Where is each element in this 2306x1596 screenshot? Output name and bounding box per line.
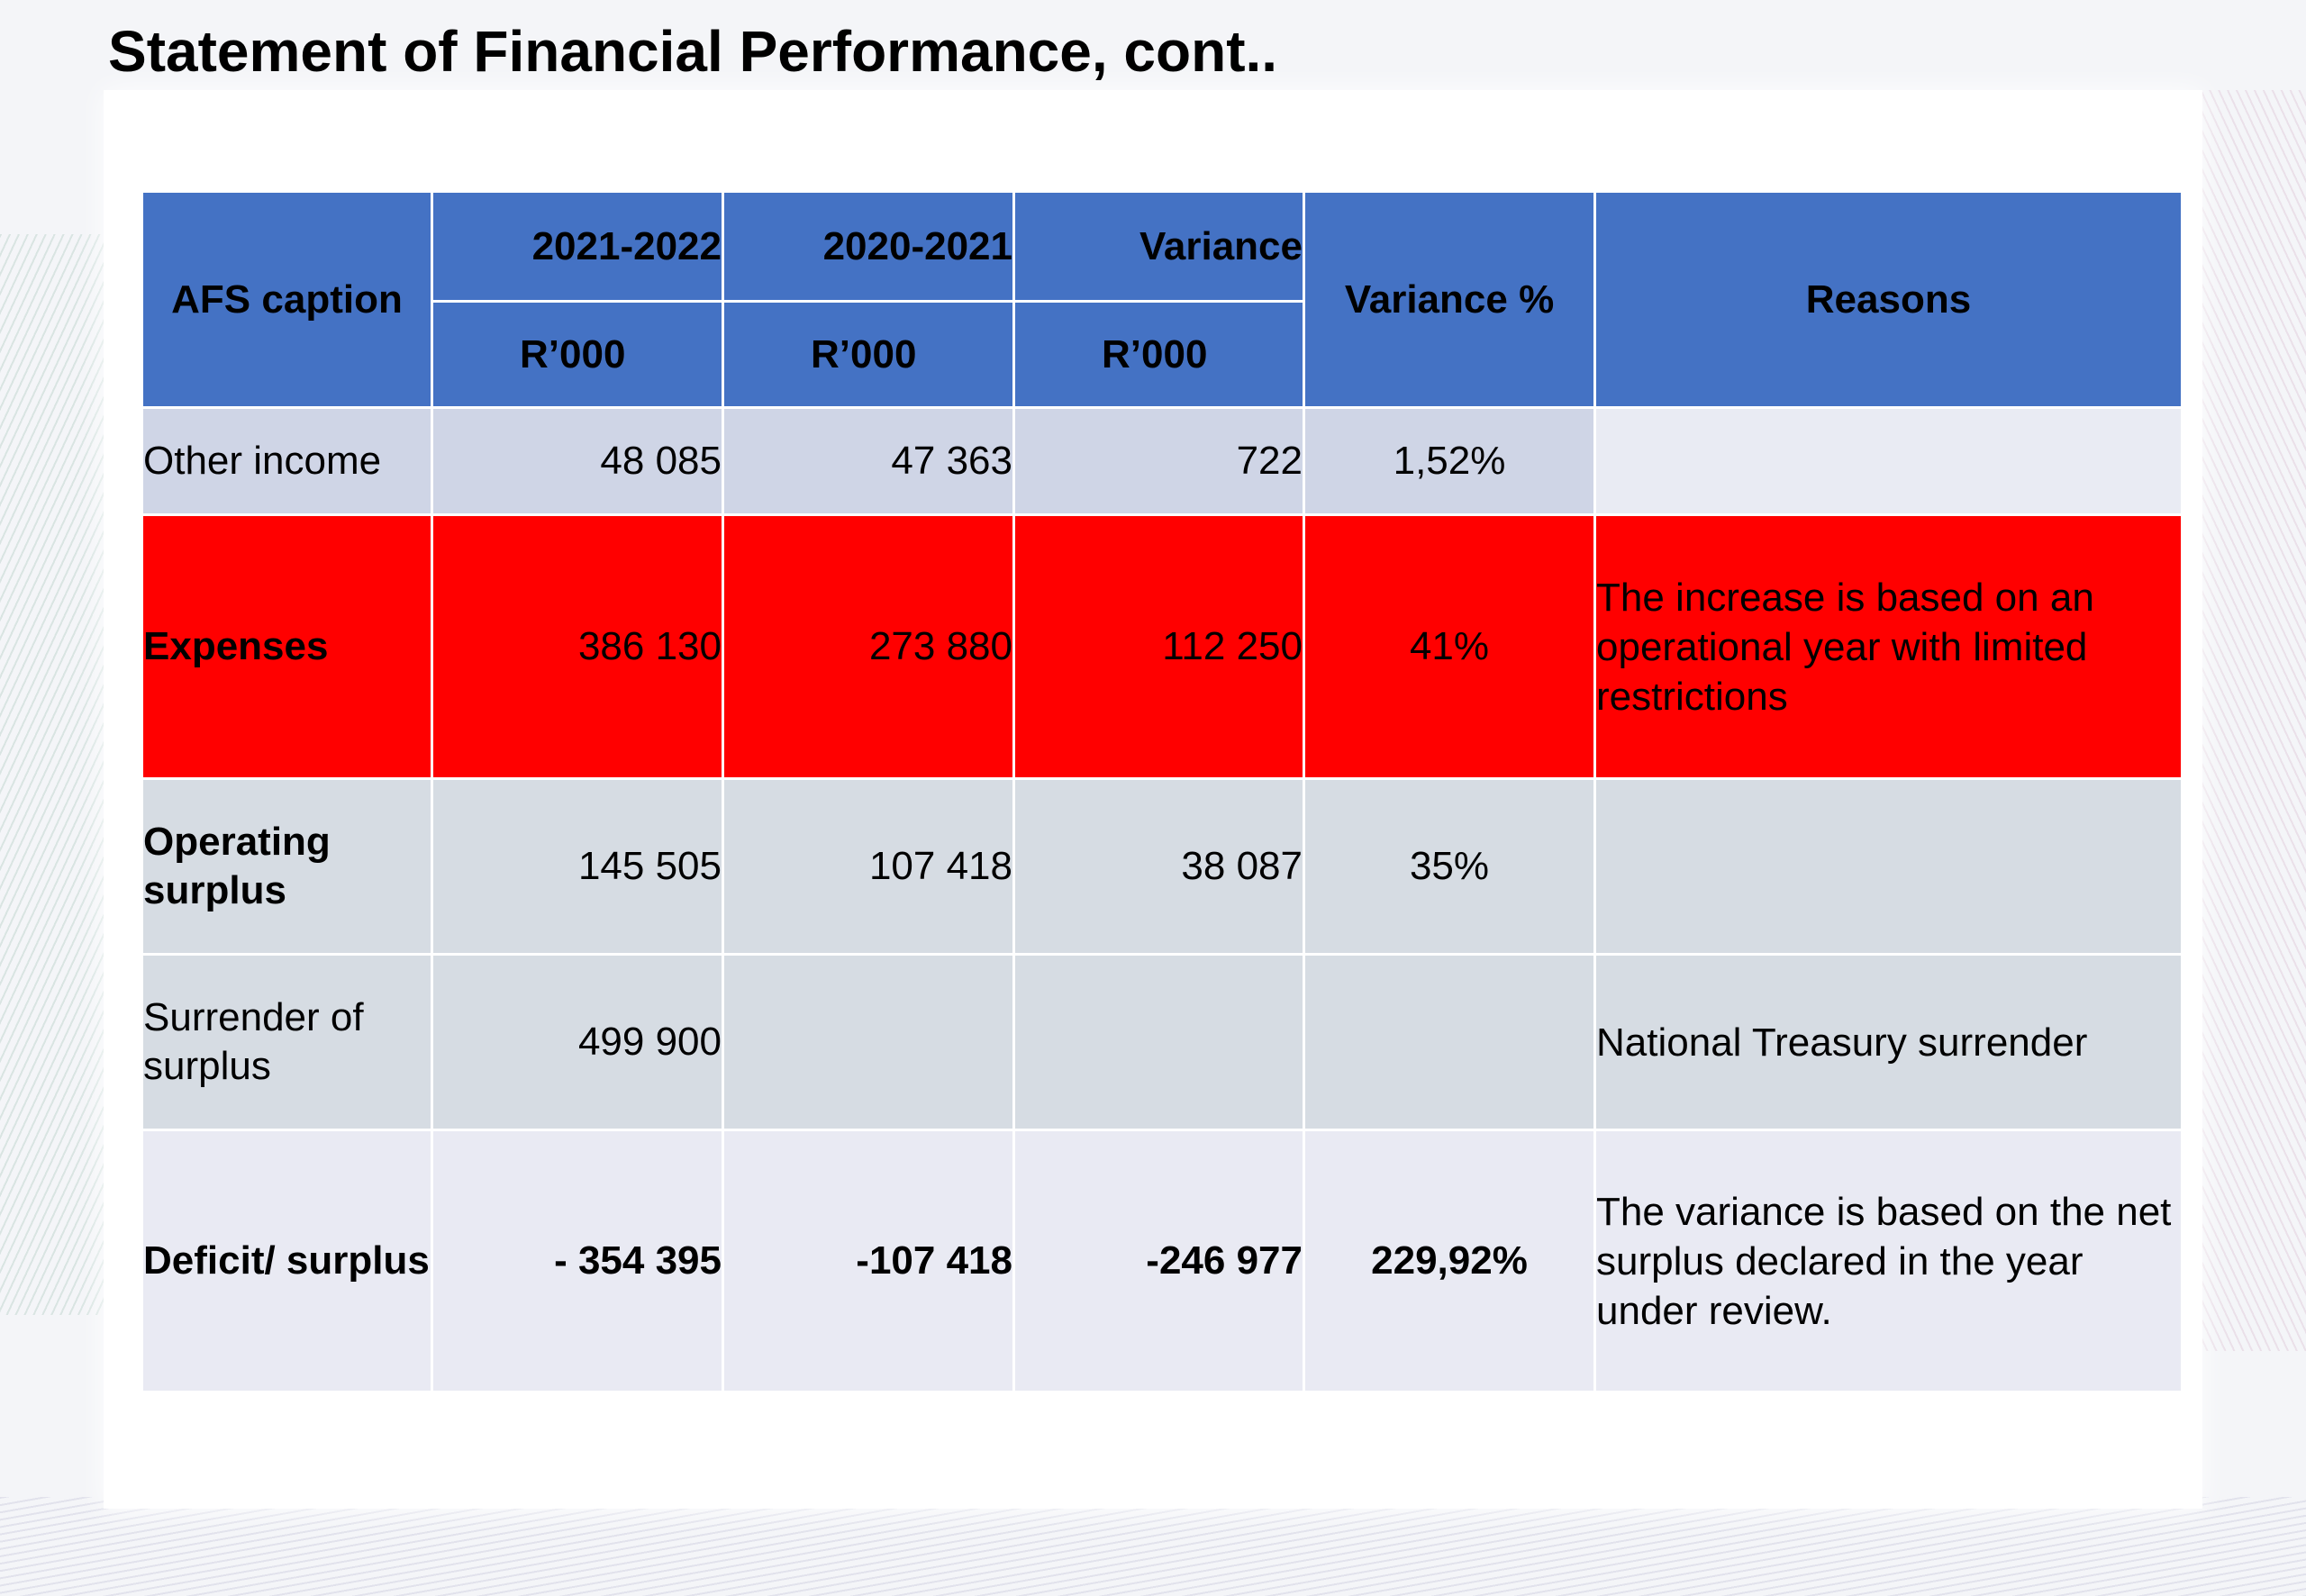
header-2021-2022: 2021-2022 <box>431 190 724 303</box>
table-header-row: AFS caption 2021-2022 2020-2021 Variance… <box>141 190 2183 409</box>
row-caption: Other income <box>141 406 433 516</box>
row-variance <box>1012 953 1305 1131</box>
table-row-deficit-surplus: Deficit/ surplus - 354 395 -107 418 -246… <box>141 1129 2183 1393</box>
row-variance: 722 <box>1012 406 1305 516</box>
row-value-2021-2022: 386 130 <box>431 513 724 780</box>
row-reasons: The increase is based on an operational … <box>1593 513 2183 780</box>
row-value-2020-2021: 107 418 <box>722 777 1015 956</box>
row-value-2021-2022: 499 900 <box>431 953 724 1131</box>
row-variance-percent: 229,92% <box>1303 1129 1596 1393</box>
row-reasons <box>1593 777 2183 956</box>
header-variance-percent: Variance % <box>1303 190 1596 409</box>
row-variance-percent <box>1303 953 1596 1131</box>
header-afs-caption: AFS caption <box>141 190 433 409</box>
row-value-2021-2022: 145 505 <box>431 777 724 956</box>
row-reasons <box>1593 406 2183 516</box>
row-caption: Deficit/ surplus <box>141 1129 433 1393</box>
row-value-2020-2021 <box>722 953 1015 1131</box>
slide-title: Statement of Financial Performance, cont… <box>108 19 1278 84</box>
table-row-surrender-of-surplus: Surrender of surplus 499 900 National Tr… <box>141 953 2183 1131</box>
row-variance: 38 087 <box>1012 777 1305 956</box>
header-reasons: Reasons <box>1593 190 2183 409</box>
header-2020-2021: 2020-2021 <box>722 190 1015 303</box>
table-row-operating-surplus: Operating surplus 145 505 107 418 38 087… <box>141 777 2183 956</box>
row-caption: Operating surplus <box>141 777 433 956</box>
row-caption: Surrender of surplus <box>141 953 433 1131</box>
header-unit-2021-2022: R’000 <box>431 300 724 409</box>
row-value-2021-2022: 48 085 <box>431 406 724 516</box>
decorative-wave-bottom <box>0 1497 2306 1596</box>
row-reasons: National Treasury surrender <box>1593 953 2183 1131</box>
row-variance-percent: 35% <box>1303 777 1596 956</box>
row-variance-percent: 1,52% <box>1303 406 1596 516</box>
table-row-other-income: Other income 48 085 47 363 722 1,52% <box>141 406 2183 516</box>
row-reasons: The variance is based on the net surplus… <box>1593 1129 2183 1393</box>
row-value-2021-2022: - 354 395 <box>431 1129 724 1393</box>
financial-performance-table: AFS caption 2021-2022 2020-2021 Variance… <box>141 190 2183 1393</box>
table-row-expenses: Expenses 386 130 273 880 112 250 41% The… <box>141 513 2183 780</box>
table-header-unit-row: R’000 R’000 R’000 <box>142 300 2183 409</box>
row-value-2020-2021: 47 363 <box>722 406 1015 516</box>
header-unit-2020-2021: R’000 <box>722 300 1015 409</box>
row-variance: -246 977 <box>1012 1129 1305 1393</box>
row-variance-percent: 41% <box>1303 513 1596 780</box>
header-variance: Variance <box>1012 190 1305 303</box>
row-value-2020-2021: 273 880 <box>722 513 1015 780</box>
header-unit-variance: R’000 <box>1012 300 1305 409</box>
row-value-2020-2021: -107 418 <box>722 1129 1015 1393</box>
row-variance: 112 250 <box>1012 513 1305 780</box>
row-caption: Expenses <box>141 513 433 780</box>
